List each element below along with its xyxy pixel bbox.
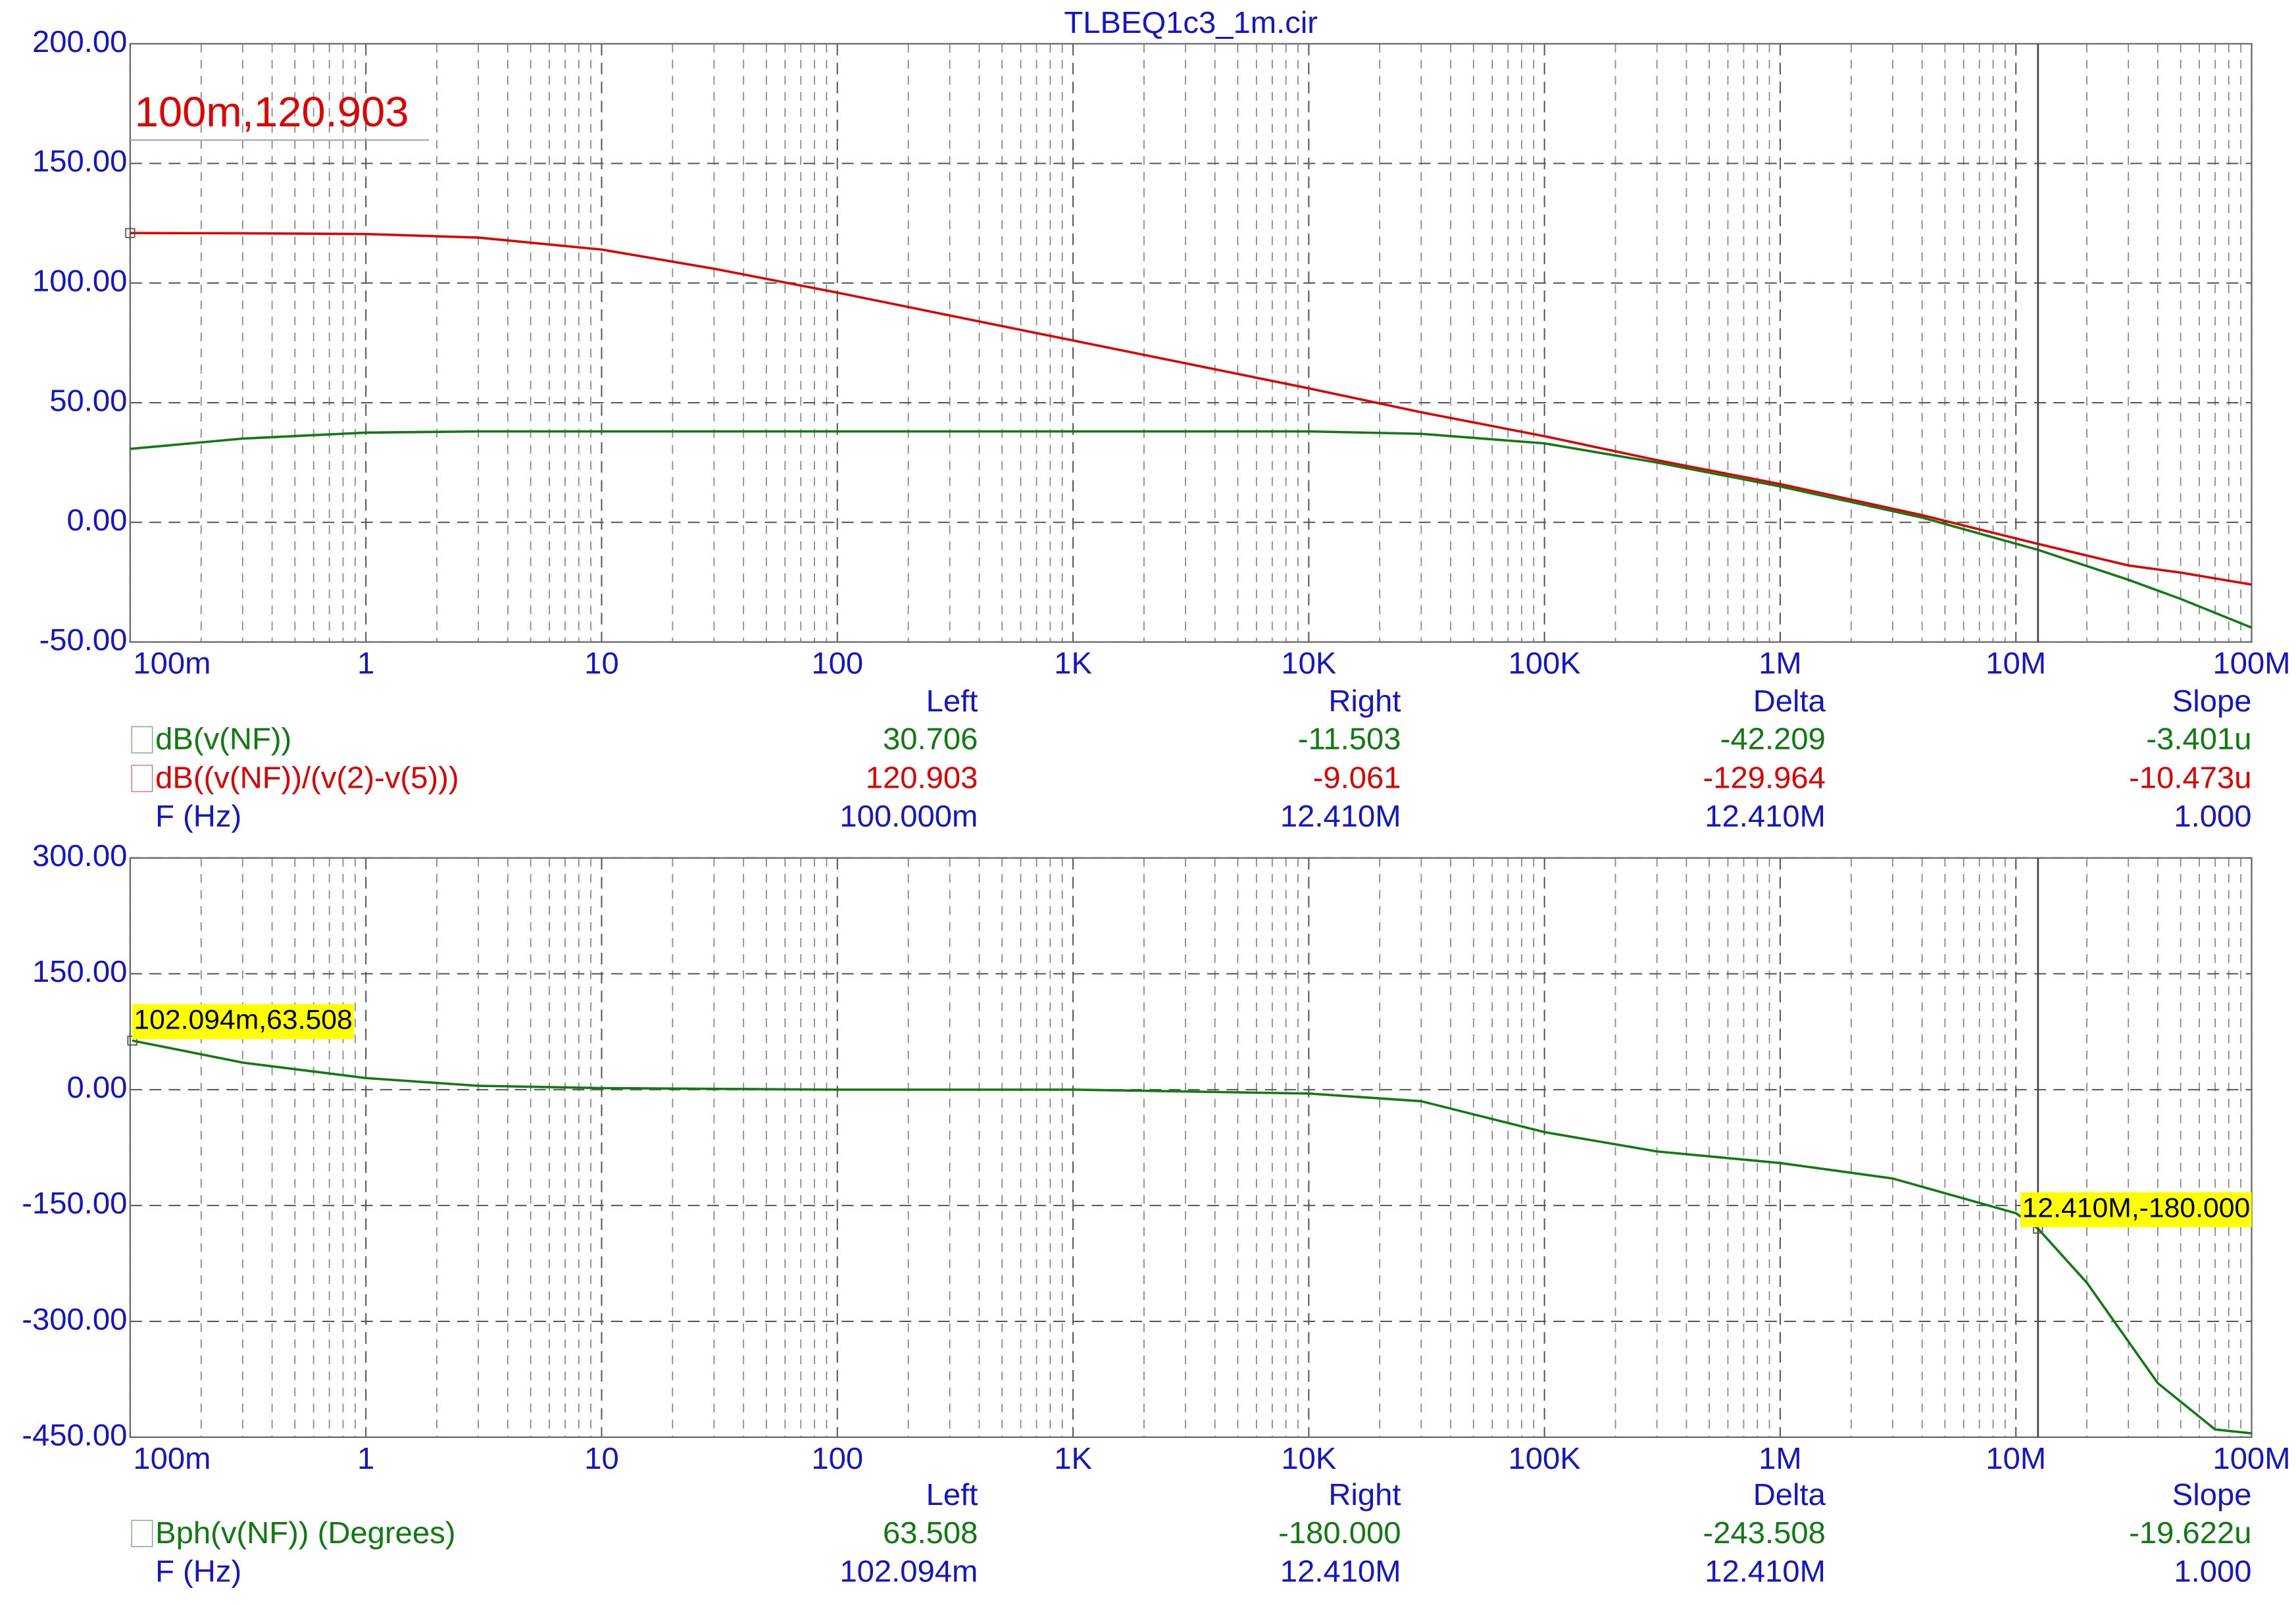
x-tick-label: 10 — [584, 1441, 619, 1475]
x-tick-label: 1 — [357, 1441, 374, 1475]
y-tick-label: -150.00 — [22, 1186, 127, 1221]
legend-label: Bph(v(NF)) (Degrees) — [155, 1516, 455, 1550]
cursor-column-header: Slope — [2172, 684, 2252, 718]
x-tick-label: 10M — [1985, 646, 2046, 680]
x-tick-label: 10K — [1281, 646, 1336, 680]
y-tick-label: 100.00 — [32, 264, 127, 298]
cursor-value: -180.000 — [1278, 1516, 1401, 1550]
x-tick-label: 100M — [2212, 646, 2290, 680]
cursor-value: 63.508 — [883, 1516, 978, 1550]
x-tick-label: 1M — [1759, 646, 1802, 680]
annotation-label: 100m,120.903 — [135, 88, 409, 136]
cursor-value: 120.903 — [866, 761, 978, 795]
cursor-value: 12.410M — [1705, 1554, 1826, 1589]
series-line — [130, 430, 2253, 629]
y-tick-label: 300.00 — [32, 838, 127, 873]
y-tick-label: 150.00 — [32, 144, 127, 178]
y-tick-label: -50.00 — [39, 623, 128, 657]
cursor-column-header: Delta — [1753, 1478, 1826, 1512]
x-tick-label: 100m — [133, 646, 211, 680]
cursor-value: 12.410M — [1280, 799, 1401, 833]
legend-label: dB((v(NF))/(v(2)-v(5))) — [155, 761, 459, 795]
x-tick-label: 10 — [584, 646, 619, 680]
plot-frame — [129, 43, 2253, 643]
cursor-column-header: Right — [1328, 1478, 1401, 1512]
cursor-value: -19.622u — [2129, 1516, 2251, 1550]
cursor-value: 1.000 — [2174, 1554, 2251, 1589]
x-tick-label: 1 — [357, 646, 374, 680]
cursor-column-header: Delta — [1753, 684, 1826, 718]
annotation-label: 12.410M,-180.000 — [2022, 1192, 2251, 1223]
cursor-value: 12.410M — [1280, 1554, 1401, 1589]
x-axis-label: F (Hz) — [155, 799, 241, 833]
x-tick-label: 100M — [2212, 1441, 2290, 1475]
x-tick-label: 1K — [1054, 646, 1092, 680]
x-tick-label: 1K — [1054, 1441, 1092, 1475]
x-tick-label: 10K — [1281, 1441, 1336, 1475]
legend-swatch — [131, 726, 153, 753]
legend-swatch — [131, 765, 153, 792]
cursor-value: -243.508 — [1703, 1516, 1826, 1550]
cursor-value: 1.000 — [2174, 799, 2251, 833]
cursor-value: -9.061 — [1313, 761, 1401, 795]
legend-swatch — [131, 1519, 153, 1547]
x-axis-label: F (Hz) — [155, 1554, 241, 1589]
plot-frame — [129, 857, 2253, 1439]
series-line — [132, 1039, 2252, 1435]
cursor-value: -11.503 — [1298, 722, 1401, 756]
y-tick-label: 200.00 — [32, 24, 127, 59]
y-tick-label: 50.00 — [49, 384, 127, 418]
legend-label: dB(v(NF)) — [155, 722, 291, 756]
annotation-point — [125, 228, 136, 238]
x-tick-label: 100K — [1509, 646, 1581, 680]
y-tick-label: 150.00 — [32, 954, 127, 988]
cursor-value: 30.706 — [883, 722, 978, 756]
x-tick-label: 100m — [133, 1441, 211, 1475]
x-tick-label: 10M — [1985, 1441, 2046, 1475]
x-tick-label: 100 — [811, 646, 863, 680]
x-tick-label: 100 — [811, 1441, 863, 1475]
cursor-value: -3.401u — [2146, 722, 2251, 756]
chart-title: TLBEQ1c3_1m.cir — [1064, 5, 1318, 39]
x-tick-label: 100K — [1509, 1441, 1581, 1475]
cursor-value: 100.000m — [839, 799, 978, 833]
cursor-value: 12.410M — [1705, 799, 1826, 833]
cursor-column-header: Right — [1328, 684, 1401, 718]
annotation-box — [2020, 1192, 2252, 1227]
cursor-column-header: Slope — [2172, 1478, 2252, 1512]
annotation-box — [132, 1004, 355, 1040]
y-tick-label: 0.00 — [67, 503, 128, 537]
x-tick-label: 1M — [1759, 1441, 1802, 1475]
cursor-value: -10.473u — [2129, 761, 2251, 795]
y-tick-label: -450.00 — [22, 1418, 127, 1452]
cursor-value: -42.209 — [1720, 722, 1826, 756]
y-tick-label: 0.00 — [67, 1070, 128, 1104]
cursor-column-header: Left — [926, 684, 978, 718]
y-tick-label: -300.00 — [22, 1302, 127, 1337]
cursor-column-header: Left — [926, 1478, 978, 1512]
annotation-label: 102.094m,63.508 — [134, 1004, 352, 1035]
series-line — [130, 232, 2252, 586]
cursor-value: -129.964 — [1703, 761, 1826, 795]
cursor-value: 102.094m — [839, 1554, 978, 1589]
